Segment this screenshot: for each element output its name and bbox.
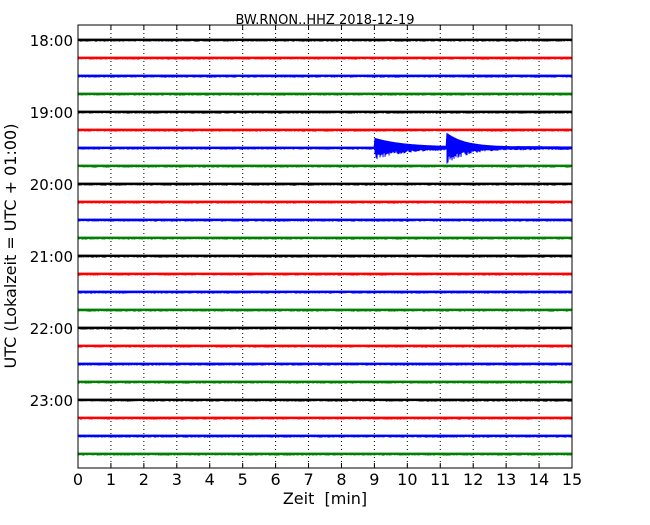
grid-lines [110,25,540,468]
x-tick-label: 3 [172,470,182,489]
seismogram-trace-row [77,416,573,420]
x-tick-label: 10 [397,470,417,489]
chart-title: BW.RNON..HHZ 2018-12-19 [235,13,414,28]
seismogram-trace-row [77,344,573,348]
x-tick-label: 0 [73,470,83,489]
seismogram-trace-row [77,380,573,384]
y-tick-label: 23:00 [30,392,73,410]
seismogram-trace-row [77,164,573,168]
seismogram-trace-row [77,38,573,42]
seismogram-trace-row [77,56,573,60]
x-tick-label: 14 [529,470,549,489]
seismogram-trace-row [77,132,573,164]
seismogram-trace-row [77,362,573,366]
seismogram-trace-row [77,272,573,276]
x-tick-label: 13 [496,470,516,489]
x-tick-label: 11 [430,470,450,489]
seismogram-trace-row [77,326,573,330]
y-tick-label: 19:00 [30,104,73,122]
seismogram-trace-row [77,110,573,114]
seismogram-trace-row [77,308,573,312]
seismogram-trace-row [77,182,573,186]
seismogram-trace-row [77,452,573,456]
seismogram-trace-row [77,218,573,222]
x-tick-label: 4 [205,470,215,489]
seismogram-trace-row [77,200,573,204]
seismogram-trace-row [77,290,573,294]
y-tick-label: 18:00 [30,32,73,50]
y-tick-label: 21:00 [30,248,73,266]
x-tick-label: 5 [238,470,248,489]
seismogram-trace-row [77,434,573,438]
x-tick-label: 9 [369,470,379,489]
x-axis-label: Zeit [min] [283,489,367,508]
x-tick-label: 6 [271,470,281,489]
seismogram-trace-row [77,74,573,78]
y-axis-label: UTC (Lokalzeit = UTC + 01:00) [1,124,20,369]
axis-ticks: 0 1 2 3 4 5 6 7 8 9 10 11 12 13 14 1518:0019:0020:0021:… [30,25,582,489]
x-tick-label: 8 [336,470,346,489]
x-tick-label: 2 [139,470,149,489]
plot-frame [77,24,573,469]
seismogram-trace-row [77,236,573,240]
seismogram-traces [77,38,573,456]
y-tick-label: 22:00 [30,320,73,338]
x-tick-label: 1 [106,470,116,489]
x-tick-label: 15 [562,470,582,489]
seismogram-trace-row [77,128,573,132]
y-tick-label: 20:00 [30,176,73,194]
seismogram-trace-row [77,254,573,258]
seismogram-trace-row [77,398,573,402]
seismogram-trace-row [77,92,573,96]
x-tick-label: 7 [303,470,313,489]
x-tick-label: 12 [463,470,483,489]
